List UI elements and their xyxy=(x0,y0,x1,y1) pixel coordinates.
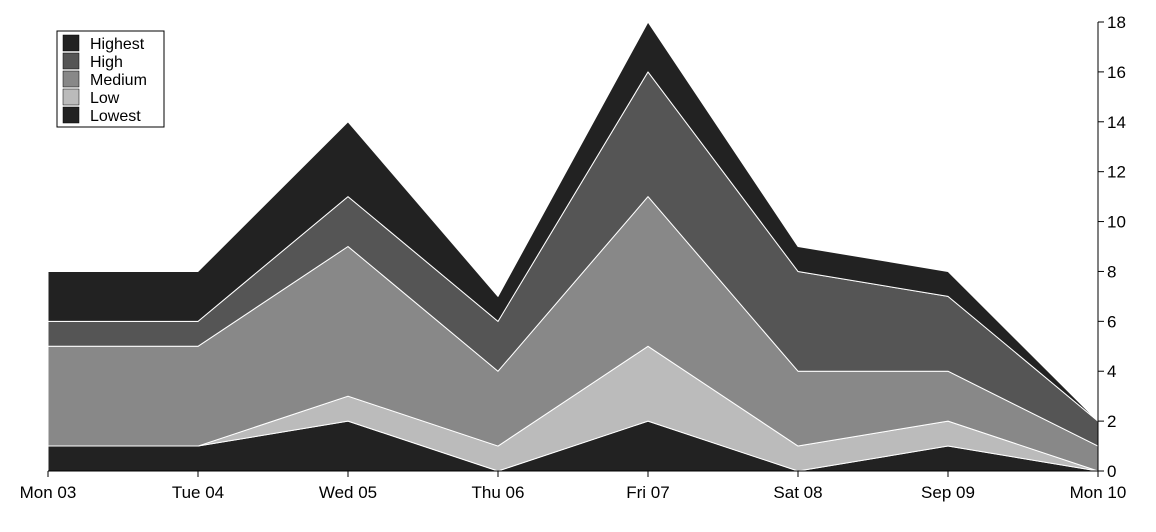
legend-swatch-high xyxy=(62,52,80,70)
x-tick-label: Sat 08 xyxy=(773,483,822,502)
x-axis: Mon 03 Tue 04 Wed 05 Thu 06 Fri 07 Sat 08 Sep … xyxy=(20,470,1127,502)
x-tick-label: Mon 10 xyxy=(1070,483,1127,502)
legend-label-medium: Medium xyxy=(90,72,147,89)
y-tick-label: 4 xyxy=(1107,362,1116,381)
legend-swatch-low xyxy=(62,88,80,106)
y-tick-label: 14 xyxy=(1107,113,1126,132)
x-tick-label: Thu 06 xyxy=(472,483,525,502)
y-tick-label: 2 xyxy=(1107,412,1116,431)
legend-label-lowest: Lowest xyxy=(90,108,141,125)
y-tick-label: 16 xyxy=(1107,63,1126,82)
x-tick-label: Fri 07 xyxy=(626,483,669,502)
y-tick-label: 6 xyxy=(1107,312,1116,331)
y-tick-label: 8 xyxy=(1107,262,1116,281)
y-tick-label: 18 xyxy=(1107,13,1126,32)
legend-swatch-highest xyxy=(62,34,80,52)
y-tick-label: 12 xyxy=(1107,163,1126,182)
x-tick-label: Wed 05 xyxy=(319,483,377,502)
legend-label-high: High xyxy=(90,54,123,71)
legend-label-highest: Highest xyxy=(90,36,145,53)
area-highest xyxy=(47,21,1099,422)
area-layers xyxy=(47,21,1099,472)
legend-label-low: Low xyxy=(90,90,120,107)
y-tick-label: 0 xyxy=(1107,462,1116,481)
legend-swatch-medium xyxy=(62,70,80,88)
y-axis: 0 2 4 6 8 10 12 14 16 18 xyxy=(1097,13,1126,481)
x-tick-label: Sep 09 xyxy=(921,483,975,502)
x-tick-label: Mon 03 xyxy=(20,483,77,502)
x-tick-label: Tue 04 xyxy=(172,483,224,502)
y-tick-label: 10 xyxy=(1107,213,1126,232)
legend-swatch-lowest xyxy=(62,106,80,124)
